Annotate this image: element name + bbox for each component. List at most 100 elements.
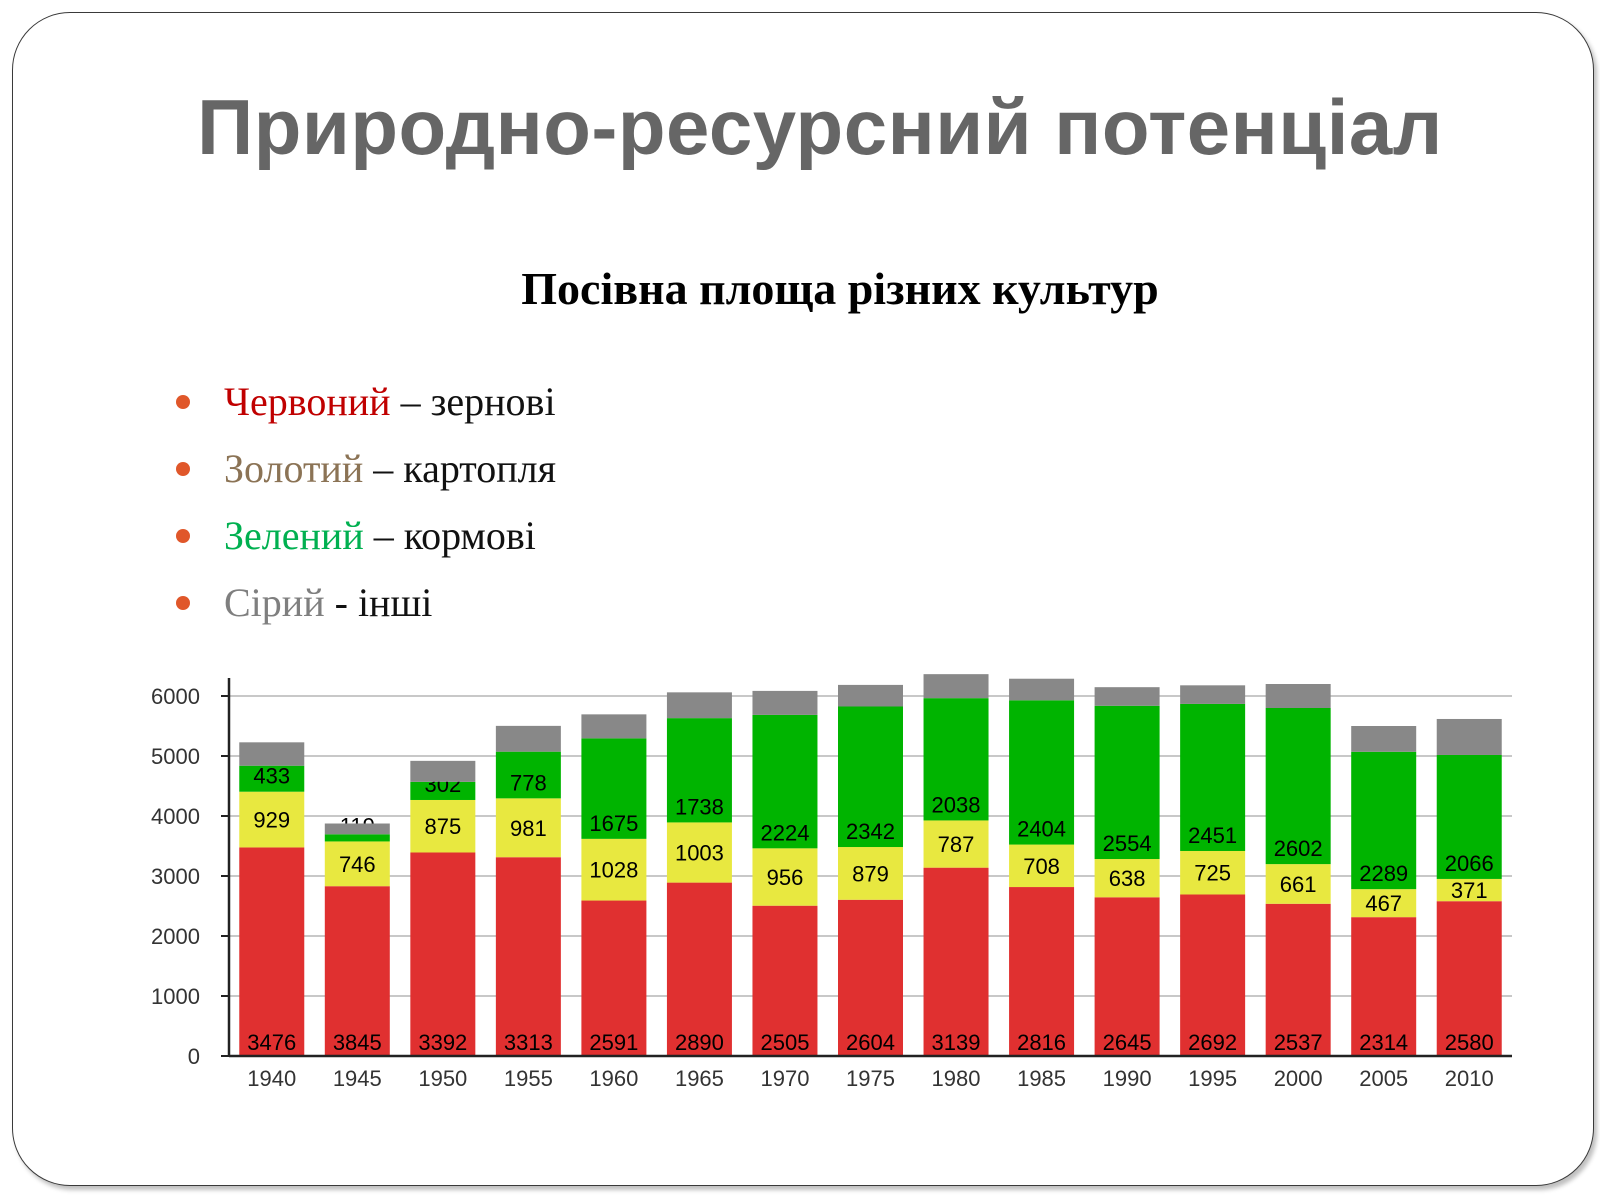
bar-segment [581, 838, 647, 901]
legend-separator: – [363, 513, 404, 558]
bar-segment [495, 751, 561, 799]
x-tick-label: 1995 [1188, 1066, 1237, 1091]
data-label: 2591 [589, 1030, 638, 1055]
bar-segment [752, 905, 818, 1056]
legend-color-word: Червоний [224, 379, 391, 424]
bar-segment [1265, 903, 1331, 1056]
bar-segment [1436, 754, 1502, 879]
data-label: 2692 [1188, 1030, 1237, 1055]
bar-segment [666, 692, 732, 719]
x-tick-label: 1970 [760, 1066, 809, 1091]
data-label: 708 [1023, 854, 1060, 879]
bar-segment [1265, 864, 1331, 904]
legend-meaning: інші [357, 580, 433, 625]
bar-segment [1351, 726, 1417, 752]
data-label: 371 [1451, 878, 1488, 903]
bar-segment [239, 791, 305, 848]
bar-segment [1351, 889, 1417, 918]
bar-segment [239, 847, 305, 1056]
bar-segment [495, 798, 561, 858]
data-label: 3392 [418, 1030, 467, 1055]
bar-segment [923, 698, 989, 821]
legend-item-other: Сірий - інші [172, 569, 556, 636]
y-tick-label: 5000 [151, 744, 200, 769]
bar-segment [1351, 917, 1417, 1056]
bar-segment [239, 765, 305, 792]
bar-segment [324, 841, 390, 887]
bar-segment [1351, 751, 1417, 890]
bar-segment [581, 900, 647, 1056]
data-label: 467 [1365, 891, 1402, 916]
data-label: 2537 [1274, 1030, 1323, 1055]
bar-segment [1180, 850, 1246, 895]
bar-segment [1094, 897, 1160, 1056]
bar-segment [324, 886, 390, 1056]
y-tick-label: 4000 [151, 804, 200, 829]
data-label: 3845 [333, 1030, 382, 1055]
data-label: 879 [852, 861, 889, 886]
bar-segment [581, 738, 647, 839]
data-label: 875 [424, 814, 461, 839]
bar-segment [1094, 705, 1160, 860]
legend-separator: - [324, 580, 358, 625]
bullet-icon [176, 394, 190, 409]
bar-segment [410, 852, 476, 1056]
data-label: 2342 [846, 819, 895, 844]
bar-segment [666, 822, 732, 883]
legend-item-potato: Золотий – картопля [172, 435, 556, 502]
bar-segment [410, 799, 476, 853]
x-tick-label: 1945 [333, 1066, 382, 1091]
bar-segment [923, 820, 989, 868]
bar-segment [752, 714, 818, 849]
bar-segment [1265, 684, 1331, 708]
y-tick-label: 1000 [151, 984, 200, 1009]
data-label: 981 [510, 816, 547, 841]
bar-segment [752, 848, 818, 906]
bar-segment [1265, 708, 1331, 865]
data-label: 1675 [589, 811, 638, 836]
y-tick-label: 6000 [151, 684, 200, 709]
x-tick-label: 1985 [1017, 1066, 1066, 1091]
data-label: 778 [510, 770, 547, 795]
bar-segment [666, 718, 732, 823]
legend-color-word: Зелений [224, 513, 364, 558]
x-tick-label: 1980 [932, 1066, 981, 1091]
data-label: 929 [253, 808, 290, 833]
data-label: 2554 [1103, 831, 1152, 856]
data-label: 2289 [1359, 861, 1408, 886]
data-label: 3139 [932, 1030, 981, 1055]
legend-meaning: кормові [403, 513, 536, 558]
bar-segment [923, 867, 989, 1056]
x-tick-label: 1990 [1103, 1066, 1152, 1091]
data-label: 2314 [1359, 1030, 1408, 1055]
data-label: 3476 [247, 1030, 296, 1055]
bar-segment [324, 823, 390, 835]
data-label: 2404 [1017, 817, 1066, 842]
legend-meaning: картопля [403, 446, 557, 491]
bar-segment [495, 857, 561, 1056]
x-tick-label: 2005 [1359, 1066, 1408, 1091]
legend-item-fodder: Зелений – кормові [172, 502, 556, 569]
x-tick-label: 1955 [504, 1066, 553, 1091]
bar-segment [923, 674, 989, 699]
slide-title: Природно-ресурсний потенціал [197, 83, 1443, 171]
x-tick-label: 1960 [589, 1066, 638, 1091]
bar-segment [1180, 703, 1246, 851]
data-label: 2066 [1445, 851, 1494, 876]
legend-color-word: Сірий [224, 580, 325, 625]
data-label: 2451 [1188, 823, 1237, 848]
data-label: 433 [253, 764, 290, 789]
bar-segment [1436, 901, 1502, 1056]
data-label: 3313 [504, 1030, 553, 1055]
x-tick-label: 2010 [1445, 1066, 1494, 1091]
bar-segment [239, 742, 305, 766]
bar-segment [666, 882, 732, 1056]
bar-segment [495, 725, 561, 752]
data-label: 2604 [846, 1030, 895, 1055]
y-tick-label: 0 [188, 1044, 200, 1069]
y-tick-label: 3000 [151, 864, 200, 889]
data-label: 2602 [1274, 836, 1323, 861]
bar-segment [838, 706, 903, 848]
bar-segment [838, 684, 903, 707]
